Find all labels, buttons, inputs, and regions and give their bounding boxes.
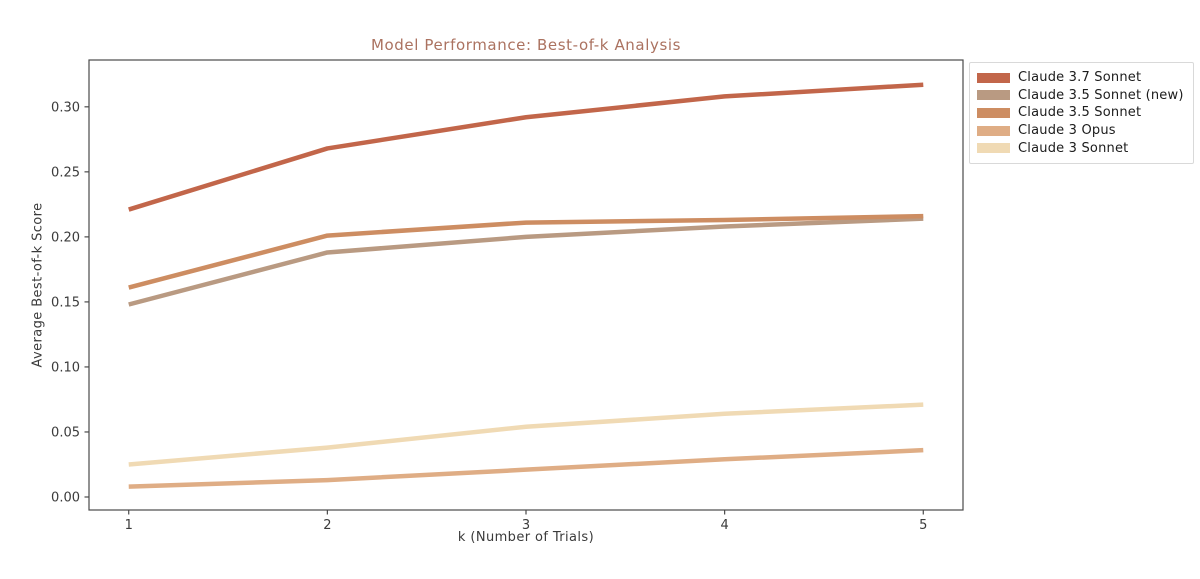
- legend-item: Claude 3.5 Sonnet: [977, 104, 1184, 122]
- x-axis-label: k (Number of Trials): [457, 530, 595, 545]
- y-tick-label: 0.05: [51, 426, 80, 441]
- legend-item: Claude 3 Sonnet: [977, 139, 1184, 157]
- x-tick-label: 2: [323, 518, 331, 533]
- y-tick-label: 0.10: [51, 360, 80, 375]
- legend-label: Claude 3.5 Sonnet: [1018, 105, 1142, 121]
- series-line: [128, 216, 924, 307]
- legend-swatch: [977, 107, 1010, 118]
- x-tick-label: 5: [919, 518, 927, 533]
- chart-title: Model Performance: Best-of-k Analysis: [370, 36, 682, 54]
- legend-label: Claude 3 Sonnet: [1018, 140, 1129, 156]
- y-tick-label: 0.00: [51, 491, 80, 506]
- legend-swatch: [977, 72, 1010, 83]
- series-line: [128, 82, 924, 212]
- x-tick-label: 1: [125, 518, 133, 533]
- legend-swatch: [977, 125, 1010, 136]
- legend-swatch: [977, 90, 1010, 101]
- x-tick-label: 4: [720, 518, 728, 533]
- y-tick-label: 0.30: [51, 100, 80, 115]
- y-tick-label: 0.25: [51, 165, 80, 180]
- legend-item: Claude 3.5 Sonnet (new): [977, 87, 1184, 105]
- legend-label: Claude 3.7 Sonnet: [1018, 70, 1142, 86]
- legend-item: Claude 3 Opus: [977, 122, 1184, 140]
- legend: Claude 3.7 Sonnet Claude 3.5 Sonnet (new)…: [969, 62, 1194, 164]
- y-tick-label: 0.20: [51, 230, 80, 245]
- x-tick-label: 3: [522, 518, 530, 533]
- legend-item: Claude 3.7 Sonnet: [977, 69, 1184, 87]
- series-line: [128, 402, 924, 467]
- legend-label: Claude 3 Opus: [1018, 123, 1116, 139]
- legend-swatch: [977, 143, 1010, 154]
- legend-label: Claude 3.5 Sonnet (new): [1018, 87, 1184, 103]
- series-line: [128, 213, 924, 290]
- y-tick-label: 0.15: [51, 295, 80, 310]
- axes-frame: [88, 59, 964, 511]
- series-line: [128, 447, 924, 489]
